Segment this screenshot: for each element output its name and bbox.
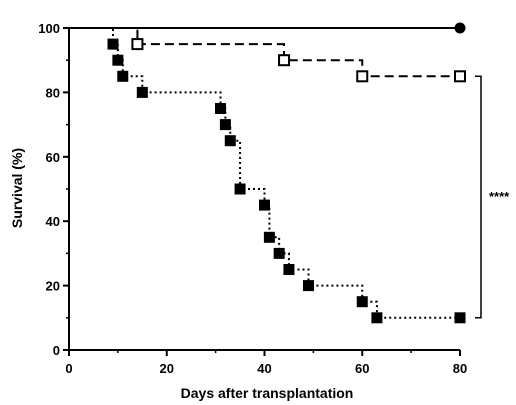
x-tick-label: 20	[160, 361, 174, 376]
data-point	[234, 183, 246, 195]
data-point	[454, 22, 466, 34]
y-tick-label: 80	[46, 85, 60, 100]
y-tick-label: 60	[46, 150, 60, 165]
data-point	[112, 54, 124, 66]
x-tick-label: 40	[257, 361, 271, 376]
data-point	[454, 312, 466, 324]
series-dashed	[69, 27, 466, 83]
series-solid	[69, 22, 466, 34]
annotation-layer: ****	[475, 75, 510, 319]
data-point	[278, 54, 291, 67]
data-point	[215, 103, 227, 114]
data-point	[454, 70, 466, 83]
data-point	[107, 38, 119, 50]
x-tick-label: 80	[453, 361, 467, 376]
data-point	[356, 70, 369, 83]
y-axis-title: Survival (%)	[9, 148, 25, 228]
data-point	[356, 296, 368, 308]
data-point	[273, 247, 285, 259]
y-tick-label: 0	[53, 343, 60, 358]
data-point	[371, 312, 383, 324]
data-point	[131, 38, 144, 51]
series-layer	[69, 22, 466, 324]
data-point	[283, 264, 295, 275]
data-point	[259, 199, 270, 211]
y-tick-label: 100	[38, 21, 60, 36]
x-tick-label: 0	[65, 361, 72, 376]
data-point	[263, 231, 275, 243]
series-dotted	[69, 27, 466, 324]
significance-bracket	[475, 75, 482, 319]
data-point	[219, 119, 231, 131]
y-tick-label: 40	[46, 214, 60, 229]
data-point	[117, 70, 129, 82]
x-tick-label: 60	[355, 361, 369, 376]
data-point	[224, 135, 236, 147]
series-line	[69, 27, 460, 78]
x-axis-title: Days after transplantation	[181, 385, 354, 401]
data-point	[136, 86, 148, 98]
significance-label: ****	[489, 189, 510, 204]
data-point	[302, 280, 314, 292]
y-tick-label: 20	[46, 279, 60, 294]
axes: 0 20 40 60 80 100 0 20 40 60 80	[38, 21, 467, 376]
